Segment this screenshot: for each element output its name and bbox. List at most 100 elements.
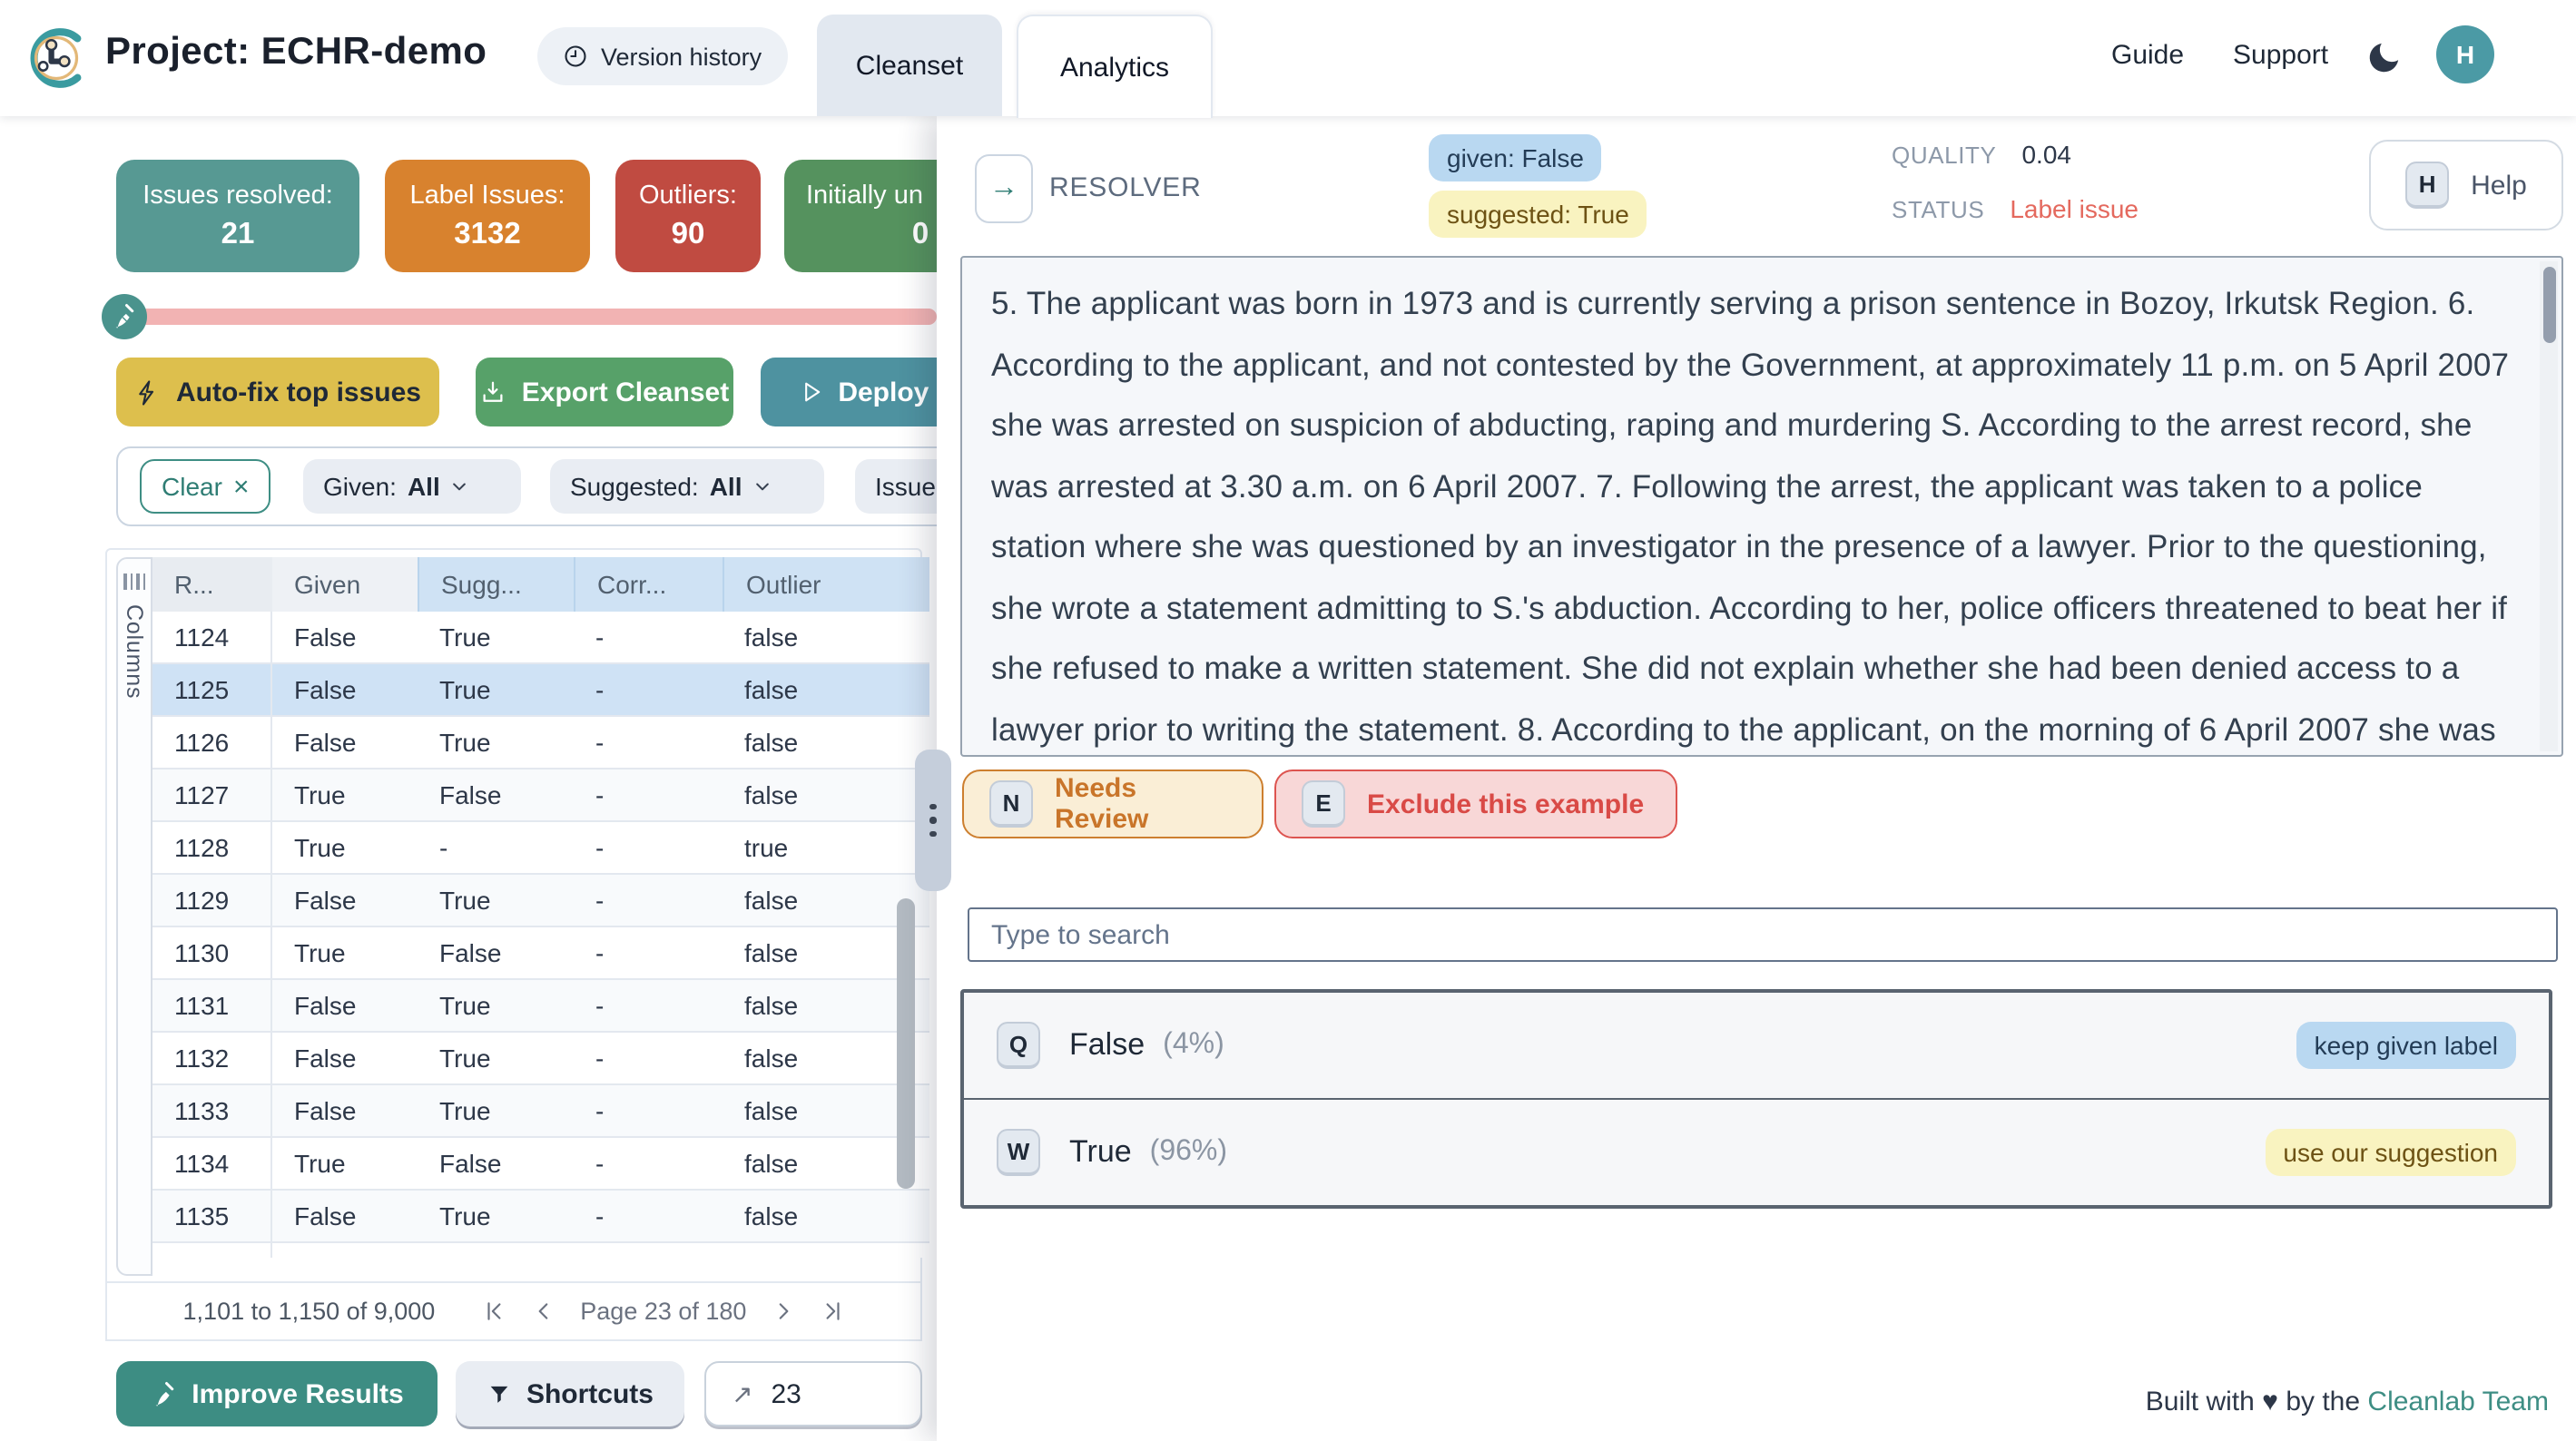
filter-given-dropdown[interactable]: Given: All <box>303 459 521 514</box>
label-option-false[interactable]: Q False (4%) keep given label <box>964 993 2549 1098</box>
cell-suggested[interactable]: True <box>439 1044 491 1073</box>
clear-filters-button[interactable]: Clear × <box>140 459 271 514</box>
cell-given[interactable]: True <box>294 833 346 862</box>
document-scrollbar-thumb[interactable] <box>2542 267 2555 343</box>
autofix-button[interactable]: Auto-fix top issues <box>116 358 439 426</box>
prev-page-icon[interactable] <box>531 1299 555 1323</box>
cell-corrected[interactable]: - <box>574 1243 723 1258</box>
cell-outlier[interactable]: false <box>744 780 799 809</box>
table-row-1127[interactable]: 1127 True False - false <box>152 770 929 822</box>
column-header-row[interactable]: R... <box>152 557 272 612</box>
resolver-collapse-button[interactable]: → <box>975 154 1033 223</box>
column-header-given[interactable]: Given <box>272 557 418 612</box>
cell-corrected[interactable]: - <box>595 1149 605 1178</box>
cell-given[interactable]: False <box>294 1096 357 1125</box>
cell-given[interactable]: False <box>294 1044 357 1073</box>
table-row-1130[interactable]: 1130 True False - false <box>152 927 929 980</box>
cell-id[interactable]: 1133 <box>152 1085 272 1136</box>
panel-resize-handle[interactable] <box>915 750 951 891</box>
nav-guide[interactable]: Guide <box>2111 40 2185 71</box>
table-row-1133[interactable]: 1133 False True - false <box>152 1085 929 1138</box>
filter-suggested-dropdown[interactable]: Suggested: All <box>550 459 824 514</box>
shortcuts-button[interactable]: Shortcuts <box>456 1361 684 1426</box>
tab-cleanset[interactable]: Cleanset <box>817 15 1002 116</box>
cell-id[interactable]: 1131 <box>152 980 272 1031</box>
cell-outlier[interactable]: false <box>723 1243 890 1258</box>
cell-id[interactable]: 1136 <box>152 1243 272 1258</box>
cell-outlier[interactable]: false <box>744 938 799 967</box>
cell-outlier[interactable]: false <box>744 728 799 757</box>
cell-id[interactable]: 1132 <box>152 1033 272 1083</box>
cell-outlier[interactable]: false <box>744 1149 799 1178</box>
cell-outlier[interactable]: true <box>744 833 789 862</box>
table-row-1129[interactable]: 1129 False True - false <box>152 875 929 927</box>
table-row-1126[interactable]: 1126 False True - false <box>152 717 929 770</box>
cell-id[interactable]: 1125 <box>152 664 272 715</box>
nav-support[interactable]: Support <box>2233 40 2329 71</box>
cleanlab-team-link[interactable]: Cleanlab Team <box>2367 1387 2549 1417</box>
label-option-true[interactable]: W True (96%) use our suggestion <box>964 1098 2549 1203</box>
last-page-icon[interactable] <box>821 1299 844 1323</box>
cell-corrected[interactable]: - <box>595 780 605 809</box>
table-row-1135[interactable]: 1135 False True - false <box>152 1191 929 1243</box>
table-row-1128[interactable]: 1128 True - - true <box>152 822 929 875</box>
needs-review-button[interactable]: N Needs Review <box>962 770 1263 838</box>
exclude-example-button[interactable]: E Exclude this example <box>1274 770 1677 838</box>
cell-outlier[interactable]: false <box>744 675 799 704</box>
cell-corrected[interactable]: - <box>595 1044 605 1073</box>
next-page-icon[interactable] <box>772 1299 795 1323</box>
tab-analytics[interactable]: Analytics <box>1017 15 1213 118</box>
cell-suggested[interactable]: False <box>439 780 502 809</box>
cell-given[interactable]: True <box>294 1149 346 1178</box>
cell-id[interactable]: 1129 <box>152 875 272 926</box>
cell-given[interactable]: False <box>294 675 357 704</box>
cell-suggested[interactable]: False <box>439 938 502 967</box>
cell-corrected[interactable]: - <box>595 938 605 967</box>
cell-outlier[interactable]: false <box>744 622 799 652</box>
dark-mode-toggle[interactable] <box>2362 33 2409 80</box>
cell-given[interactable]: True <box>294 780 346 809</box>
cell-corrected[interactable]: - <box>595 1201 605 1230</box>
cell-suggested[interactable]: - <box>439 833 448 862</box>
cell-given[interactable]: False <box>294 728 357 757</box>
cell-given[interactable]: False <box>294 622 357 652</box>
cell-suggested[interactable]: True <box>439 1201 491 1230</box>
help-button[interactable]: H Help <box>2369 140 2563 230</box>
cell-outlier[interactable]: false <box>744 1044 799 1073</box>
cell-id[interactable]: 1135 <box>152 1191 272 1241</box>
cell-suggested[interactable]: True <box>439 991 491 1020</box>
cell-id[interactable]: 1130 <box>152 927 272 978</box>
cell-id[interactable]: 1134 <box>152 1138 272 1189</box>
table-row-1125[interactable]: 1125 False True - false <box>152 664 929 717</box>
table-row-1124[interactable]: 1124 False True - false <box>152 612 929 664</box>
avatar[interactable]: H <box>2436 25 2494 83</box>
first-page-icon[interactable] <box>482 1299 506 1323</box>
cell-given[interactable]: True <box>294 938 346 967</box>
cell-id[interactable]: 1128 <box>152 822 272 873</box>
cell-outlier[interactable]: false <box>744 1201 799 1230</box>
table-scrollbar[interactable] <box>897 898 915 1189</box>
cell-corrected[interactable]: - <box>595 728 605 757</box>
label-search-input[interactable] <box>968 907 2558 962</box>
cell-suggested[interactable]: True <box>439 886 491 915</box>
cell-given[interactable]: False <box>294 1201 357 1230</box>
cell-corrected[interactable]: - <box>595 991 605 1020</box>
column-header-suggested[interactable]: Sugg... <box>418 557 574 612</box>
column-header-outlier[interactable]: Outlier <box>723 557 890 612</box>
cell-suggested[interactable]: False <box>439 1149 502 1178</box>
cell-id[interactable]: 1127 <box>152 770 272 820</box>
column-header-corrected[interactable]: Corr... <box>574 557 723 612</box>
cell-outlier[interactable]: false <box>744 886 799 915</box>
page-jump-input[interactable]: ↗ 23 <box>704 1361 922 1426</box>
table-row-1131[interactable]: 1131 False True - false <box>152 980 929 1033</box>
cell-id[interactable]: 1124 <box>152 612 272 662</box>
cell-corrected[interactable]: - <box>595 886 605 915</box>
table-row-1132[interactable]: 1132 False True - false <box>152 1033 929 1085</box>
cell-given[interactable]: False <box>294 886 357 915</box>
columns-tab[interactable]: Columns <box>116 557 152 1276</box>
cell-corrected[interactable]: - <box>595 675 605 704</box>
cell-suggested[interactable]: True <box>439 675 491 704</box>
export-cleanset-button[interactable]: Export Cleanset <box>476 358 733 426</box>
cell-suggested[interactable]: True <box>439 1096 491 1125</box>
version-history-button[interactable]: Version history <box>537 27 788 85</box>
